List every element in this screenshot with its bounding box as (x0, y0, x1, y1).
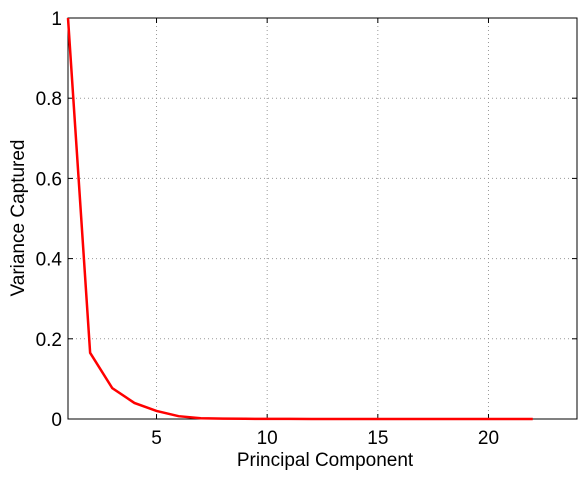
x-tick-label: 20 (478, 428, 499, 449)
data-line (66, 17, 533, 421)
y-tick-label: 0.2 (36, 330, 62, 351)
x-tick-label: 15 (367, 428, 388, 449)
y-axis-label: Variance Captured (8, 139, 29, 296)
x-tick-label: 10 (257, 428, 278, 449)
y-tick-label: 0.6 (36, 169, 62, 190)
x-axis-label: Principal Component (237, 450, 414, 471)
x-tick-label: 5 (151, 428, 162, 449)
y-tick-label: 1 (51, 9, 62, 30)
y-tick-label: 0 (51, 410, 62, 431)
y-tick-label: 0.8 (36, 89, 62, 110)
y-tick-label: 0.4 (36, 250, 63, 271)
